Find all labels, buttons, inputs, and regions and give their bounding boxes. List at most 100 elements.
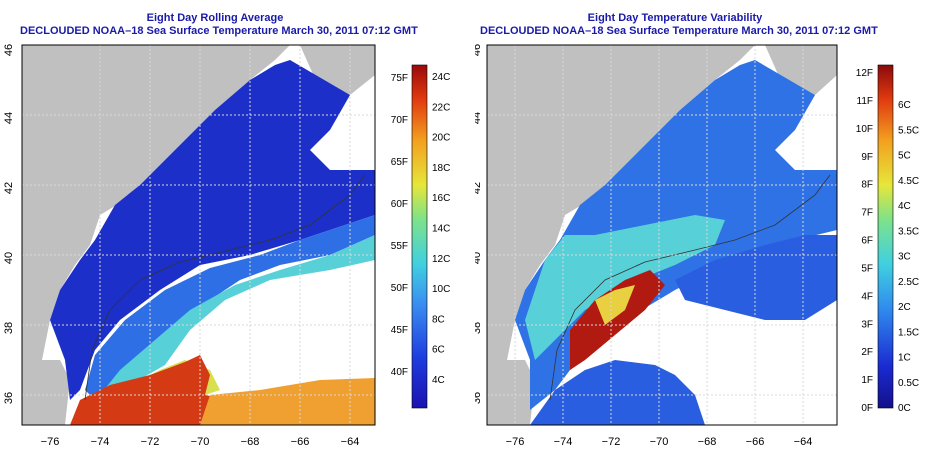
- left-colorbar-f-labels: 75F 70F 65F 60F 55F 50F 45F 40F: [391, 73, 408, 378]
- right-colorbar-c-labels: 6C 5.5C 5C 4.5C 4C 3.5C 3C 2.5C 2C 1.5C 1C 0.5C 0C: [898, 100, 919, 414]
- right-mid-high-variability: [595, 285, 635, 325]
- left-y-tick: 36: [3, 392, 15, 404]
- colorbar-label-f: 6F: [861, 236, 873, 247]
- right-y-tick: 42: [475, 182, 483, 194]
- left-title: Eight Day Rolling Average: [146, 12, 284, 24]
- right-high-variability: [570, 270, 665, 370]
- right-x-tick: −66: [746, 436, 765, 448]
- colorbar-label-f: 55F: [391, 241, 408, 252]
- right-x-tick: −68: [698, 436, 717, 448]
- right-y-tick: 40: [475, 252, 483, 264]
- colorbar-label-c: 4C: [898, 201, 911, 212]
- colorbar-label-f: 70F: [391, 115, 408, 126]
- right-x-tick: −76: [506, 436, 525, 448]
- left-x-tick: −64: [341, 436, 360, 448]
- left-y-tick: 40: [3, 252, 15, 264]
- left-x-axis: −76 −74 −72 −70 −68 −66 −64: [41, 436, 360, 448]
- left-y-tick: 38: [3, 322, 15, 334]
- right-map-title: Eight Day Temperature Variability DECLOU…: [480, 12, 878, 38]
- colorbar-label-f: 65F: [391, 157, 408, 168]
- colorbar-label-c: 2.5C: [898, 277, 919, 288]
- left-x-tick: −76: [41, 436, 60, 448]
- colorbar-label-c: 2C: [898, 302, 911, 313]
- colorbar-label-c: 16C: [432, 193, 450, 204]
- colorbar-label-c: 14C: [432, 224, 450, 235]
- colorbar-label-c: 1C: [898, 353, 911, 364]
- right-200m-contour: [549, 174, 831, 401]
- colorbar-label-c: 5C: [898, 151, 911, 162]
- right-colorbar-f-labels: 12F 11F 10F 9F 8F 7F 6F 5F 4F 3F 2F 1F 0F: [856, 68, 873, 414]
- left-map-frame: [21, 44, 376, 426]
- left-mid-water: [100, 235, 375, 395]
- right-y-tick: 38: [475, 322, 483, 334]
- colorbar-label-f: 45F: [391, 325, 408, 336]
- colorbar-label-c: 4C: [432, 375, 445, 386]
- colorbar-label-c: 10C: [432, 284, 450, 295]
- colorbar-label-f: 9F: [861, 152, 873, 163]
- colorbar-label-c: 3.5C: [898, 226, 919, 237]
- colorbar-label-f: 10F: [856, 124, 873, 135]
- colorbar-label-f: 75F: [391, 73, 408, 84]
- left-y-tick: 44: [3, 112, 15, 124]
- left-subtitle: DECLOUDED NOAA–18 Sea Surface Temperatur…: [20, 25, 418, 37]
- left-map-title: Eight Day Rolling Average DECLOUDED NOAA…: [20, 12, 418, 38]
- colorbar-label-f: 60F: [391, 199, 408, 210]
- right-south-variability: [530, 360, 705, 425]
- right-land: [487, 45, 755, 425]
- left-x-tick: −70: [191, 436, 210, 448]
- right-x-tick: −70: [650, 436, 669, 448]
- left-warm-south: [200, 378, 375, 425]
- colorbar-label-c: 12C: [432, 254, 450, 265]
- colorbar-label-c: 1.5C: [898, 327, 919, 338]
- left-x-tick: −66: [291, 436, 310, 448]
- colorbar-label-f: 1F: [861, 375, 873, 386]
- colorbar-label-c: 0.5C: [898, 378, 919, 389]
- colorbar-label-f: 7F: [861, 208, 873, 219]
- colorbar-label-c: 22C: [432, 102, 450, 113]
- colorbar-label-c: 4.5C: [898, 176, 919, 187]
- colorbar-label-f: 4F: [861, 291, 873, 302]
- right-subtitle: DECLOUDED NOAA–18 Sea Surface Temperatur…: [480, 25, 878, 37]
- left-colorbar: [411, 64, 428, 409]
- right-offshore-variability: [675, 235, 837, 320]
- colorbar-label-f: 12F: [856, 68, 873, 79]
- colorbar-label-c: 3C: [898, 252, 911, 263]
- left-cold-water: [50, 60, 375, 400]
- right-grid: [487, 45, 837, 425]
- right-x-tick: −72: [602, 436, 621, 448]
- right-mid-variability: [525, 215, 725, 360]
- right-colorbar: [877, 64, 894, 409]
- right-map-frame: [486, 44, 838, 426]
- colorbar-label-f: 5F: [861, 263, 873, 274]
- left-y-axis: 46 44 42 40 38 36: [3, 44, 15, 404]
- left-x-tick: −72: [141, 436, 160, 448]
- right-title: Eight Day Temperature Variability: [587, 12, 763, 24]
- colorbar-label-f: 3F: [861, 319, 873, 330]
- right-y-tick: 44: [475, 112, 483, 124]
- colorbar-label-c: 18C: [432, 163, 450, 174]
- colorbar-label-c: 0C: [898, 403, 911, 414]
- left-y-tick: 42: [3, 182, 15, 194]
- left-land: [22, 45, 290, 425]
- left-200m-contour: [84, 174, 366, 401]
- left-x-tick: −74: [91, 436, 110, 448]
- colorbar-label-f: 40F: [391, 367, 408, 378]
- right-x-tick: −64: [794, 436, 813, 448]
- left-map-panel: −76 −74 −72 −70 −68 −66 −64 46 44 42 40 …: [3, 44, 450, 448]
- right-y-axis: 46 44 42 40 38 36: [475, 44, 483, 404]
- colorbar-label-f: 11F: [857, 96, 874, 107]
- left-x-tick: −68: [241, 436, 260, 448]
- left-grid: [22, 45, 375, 425]
- colorbar-label-c: 6C: [432, 345, 445, 356]
- right-y-tick: 46: [475, 44, 483, 56]
- right-x-axis: −76 −74 −72 −70 −68 −66 −64: [506, 436, 813, 448]
- left-y-tick: 46: [3, 44, 15, 56]
- right-map-panel: −76 −74 −72 −70 −68 −66 −64 46 44 42 40 …: [475, 44, 919, 448]
- right-y-tick: 36: [475, 392, 483, 404]
- colorbar-label-c: 5.5C: [898, 125, 919, 136]
- right-x-tick: −74: [554, 436, 573, 448]
- colorbar-label-c: 8C: [432, 314, 445, 325]
- colorbar-label-c: 6C: [898, 100, 911, 111]
- colorbar-label-f: 50F: [391, 283, 408, 294]
- colorbar-label-c: 24C: [432, 72, 450, 83]
